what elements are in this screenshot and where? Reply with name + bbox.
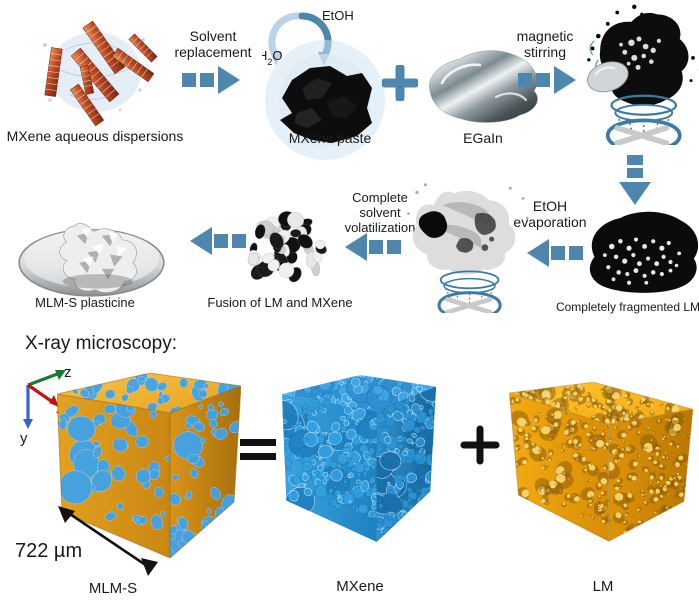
svg-text:EtOH: EtOH <box>322 8 354 23</box>
svg-text:y: y <box>20 430 28 447</box>
